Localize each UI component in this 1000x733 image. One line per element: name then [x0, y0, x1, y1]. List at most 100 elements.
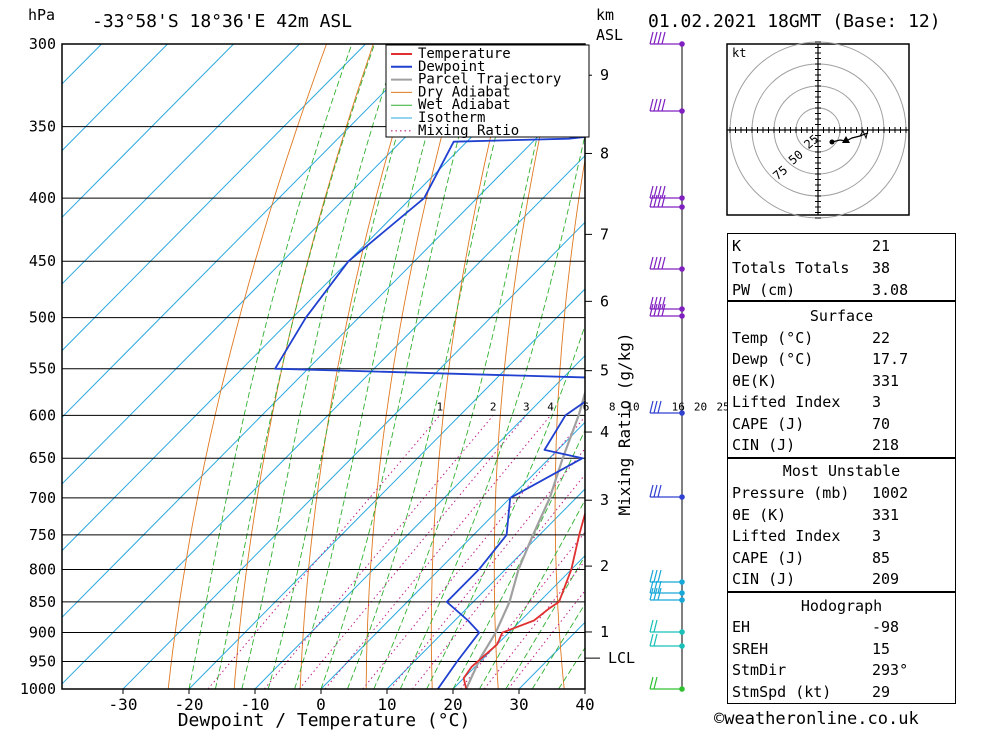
mixing-ratio-label: 3: [523, 400, 530, 413]
mixing-ratio-axis-label: Mixing Ratio (g/kg): [615, 332, 634, 515]
index-label: Totals Totals: [732, 259, 850, 277]
pressure-tick-label: 400: [29, 189, 56, 207]
km-tick-label: 4: [600, 423, 609, 441]
mu-label: θE (K): [732, 506, 787, 524]
copyright-text[interactable]: ©weatheronline.co.uk: [714, 709, 919, 729]
temp-tick-label: -20: [175, 695, 204, 714]
km-tick-label: 3: [600, 491, 609, 509]
wind-barb: [649, 484, 685, 500]
isotherm-line: [62, 44, 300, 285]
surface-value: 218: [872, 436, 900, 454]
wind-barb: [649, 619, 685, 635]
hodograph-panel: Hodograph EH -98 SREH 15 StmDir 293° StmSpd…: [727, 592, 956, 704]
plot-frame: [61, 43, 586, 690]
wind-barb: [649, 98, 685, 114]
mixing-ratio-label: 2: [490, 400, 497, 413]
index-label: PW (cm): [732, 281, 796, 299]
mixing-ratio-label: 20: [694, 400, 707, 413]
temp-tick-label: 30: [509, 695, 528, 714]
hodo-label: EH: [732, 618, 751, 636]
wind-barb: [649, 633, 685, 649]
surface-label: CAPE (J): [732, 415, 805, 433]
mu-value: 3: [872, 527, 882, 545]
isotherm-line: [62, 44, 564, 552]
surface-label: CIN (J): [732, 436, 796, 454]
temp-tick-label: 20: [443, 695, 462, 714]
most-unstable-title: Most Unstable: [782, 462, 901, 480]
wet-adiabat-line: [505, 554, 585, 689]
surface-label: Lifted Index: [732, 393, 841, 411]
km-tick-label: 5: [600, 362, 609, 380]
hodo-label: SREH: [732, 640, 769, 658]
pressure-tick-label: 950: [29, 653, 56, 671]
km-tick-label: 8: [600, 144, 609, 162]
hodograph-title: Hodograph: [800, 597, 883, 615]
dry-adiabat-line: [981, 44, 1000, 689]
mixing-ratio-label: 1: [436, 400, 443, 413]
hodo-value: 29: [872, 683, 891, 701]
mu-value: 209: [872, 570, 900, 588]
legend-label: Mixing Ratio: [418, 123, 519, 139]
isotherm-line: [62, 44, 234, 218]
wind-barb: [649, 185, 685, 201]
legend-label: Wet Adiabat: [418, 97, 511, 113]
mu-label: CIN (J): [732, 570, 796, 588]
km-unit-label: km: [596, 6, 614, 24]
index-value: 21: [872, 237, 891, 255]
series-dewpoint: [274, 136, 585, 689]
pressure-tick-label: 450: [29, 252, 56, 270]
km-tick-label: 7: [600, 225, 609, 243]
km-tick-label: 2: [600, 557, 609, 575]
pressure-tick-label: 600: [29, 406, 56, 424]
isotherm-line: [452, 554, 585, 689]
wind-barb: [649, 400, 685, 416]
series-temperature: [462, 510, 585, 689]
pressure-tick-label: 550: [29, 360, 56, 378]
legend-label: Temperature: [418, 46, 511, 62]
surface-value: 3: [872, 393, 882, 411]
pressure-tick-label: 800: [29, 560, 56, 578]
index-label: K: [732, 237, 742, 255]
surface-title: Surface: [809, 307, 874, 325]
hodograph-point: [829, 139, 835, 145]
wet-adiabat-line: [452, 429, 585, 689]
asl-unit-label: ASL: [596, 26, 623, 44]
index-value: 3.08: [872, 281, 909, 299]
km-tick-label: 9: [600, 66, 609, 84]
pressure-tick-label: 700: [29, 489, 56, 507]
most-unstable-panel: Most Unstable Pressure (mb) 1002 θE (K) 33…: [727, 458, 956, 592]
isotherm-line: [122, 221, 585, 689]
temp-tick-label: 0: [316, 695, 326, 714]
pressure-tick-label: 900: [29, 624, 56, 642]
mu-label: Pressure (mb): [732, 484, 850, 502]
wind-barb: [649, 587, 685, 603]
pressure-unit-label: hPa: [28, 6, 55, 24]
mu-label: CAPE (J): [732, 549, 805, 567]
hodo-value: -98: [872, 618, 900, 636]
wet-adiabat-line: [479, 499, 585, 689]
surface-value: 17.7: [872, 350, 909, 368]
legend-label: Parcel Trajectory: [418, 72, 561, 88]
isotherm-line: [320, 421, 585, 689]
storm-motion-marker: [842, 136, 850, 143]
pressure-tick-label: 850: [29, 593, 56, 611]
hodograph-unit: kt: [732, 46, 746, 60]
datetime-title: 01.02.2021 18GMT (Base: 12): [648, 11, 941, 32]
surface-label: Dewp (°C): [732, 350, 814, 368]
pressure-tick-label: 650: [29, 449, 56, 467]
mixing-ratio-label: 6: [583, 400, 590, 413]
series-parcel-trajectory: [465, 389, 585, 689]
mu-value: 85: [872, 549, 891, 567]
legend-label: Dry Adiabat: [418, 84, 511, 100]
mixing-ratio-label: 25: [716, 400, 729, 413]
temp-tick-label: -10: [241, 695, 270, 714]
wet-adiabat-line: [346, 44, 520, 689]
temp-tick-label: -30: [109, 695, 138, 714]
surface-value: 331: [872, 372, 900, 390]
legend-label: Dewpoint: [418, 59, 485, 75]
dry-adiabat-line: [671, 44, 701, 689]
hodograph-arrow: [859, 129, 869, 140]
